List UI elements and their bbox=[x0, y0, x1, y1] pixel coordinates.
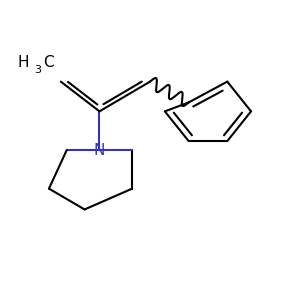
Text: H: H bbox=[18, 55, 29, 70]
Text: C: C bbox=[43, 55, 54, 70]
Text: 3: 3 bbox=[34, 65, 41, 75]
Text: N: N bbox=[94, 142, 105, 158]
